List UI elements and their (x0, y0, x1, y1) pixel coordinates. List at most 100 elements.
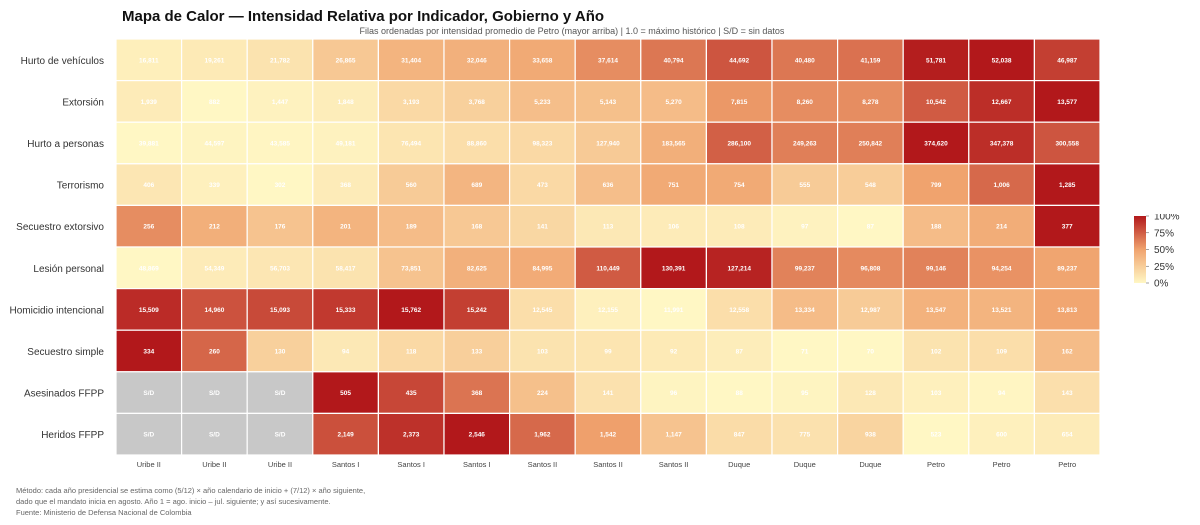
heatmap-cell (640, 79, 707, 123)
heatmap-cell (574, 288, 642, 331)
cell-value-label: 1,006 (993, 182, 1010, 189)
heatmap-cell (246, 204, 314, 248)
cell-value-label: 13,334 (795, 307, 815, 314)
cell-value-label: 103 (931, 390, 942, 397)
legend-tick-label: 100% (1154, 214, 1180, 223)
cell-value-label: 43,585 (270, 141, 290, 148)
source-note: Fuente: Ministerio de Defensa Nacional d… (16, 508, 192, 517)
cell-value-label: 54,349 (204, 265, 224, 272)
cell-value-label: 70 (867, 349, 875, 356)
column-label-government: Duque (859, 460, 881, 469)
cell-value-label: 523 (931, 432, 942, 439)
cell-value-label: 31,404 (401, 57, 421, 64)
heatmap-cell (836, 38, 904, 82)
cell-value-label: 143 (1062, 390, 1073, 397)
heatmap-cell (836, 163, 904, 207)
cell-value-label: 754 (734, 182, 745, 189)
column-label-government: Petro (1058, 460, 1076, 469)
cell-value-label: 560 (406, 182, 417, 189)
cell-value-label: 1,285 (1059, 182, 1076, 189)
color-legend: 100% 75% 50% 25% 0% (1134, 214, 1180, 290)
cell-value-label: 87 (736, 349, 744, 356)
heatmap-cell (377, 288, 445, 331)
heatmap-cell (509, 288, 576, 331)
cell-value-label: 97 (801, 224, 809, 231)
heatmap-cell (509, 38, 576, 82)
heatmap-cell (836, 79, 904, 123)
chart-title: Mapa de Calor — Intensidad Relativa por … (122, 8, 605, 25)
cell-value-label: S/D (143, 432, 154, 439)
column-label-year: Año 3 (1057, 469, 1077, 470)
method-note-line-2: dado que el mandato inicia en agosto. Añ… (16, 497, 331, 506)
heatmap-cell (771, 121, 839, 165)
cell-value-label: 260 (209, 349, 220, 356)
cell-value-label: 94 (342, 349, 350, 356)
heatmap-cell (902, 288, 970, 331)
heatmap-cell (902, 329, 970, 373)
cell-value-label: 41,159 (860, 57, 880, 64)
heatmap-cell (181, 371, 248, 414)
heatmap-cell (312, 38, 379, 82)
heatmap-cell (705, 412, 773, 456)
cell-value-label: 76,494 (401, 141, 421, 148)
heatmap-cell (640, 371, 707, 414)
heatmap-cell (836, 288, 904, 331)
cell-value-label: 214 (996, 224, 1007, 231)
cell-value-label: 95 (801, 390, 809, 397)
cell-value-label: 130 (275, 349, 286, 356)
cell-value-label: 8,278 (862, 99, 879, 106)
cell-value-label: 368 (471, 390, 482, 397)
heatmap-cell (968, 329, 1035, 373)
cell-value-label: 98,323 (532, 141, 552, 148)
cell-value-label: 406 (143, 182, 154, 189)
cell-value-label: 435 (406, 390, 417, 397)
heatmap-cell (771, 38, 839, 82)
column-label-government: Uribe II (268, 460, 292, 469)
heatmap-cell (509, 329, 576, 373)
cell-value-label: 1,542 (600, 432, 617, 439)
cell-value-label: 46,987 (1057, 57, 1077, 64)
cell-value-label: 96,808 (860, 265, 880, 272)
heatmap-cell (968, 163, 1035, 207)
column-label-government: Petro (993, 460, 1011, 469)
cell-value-label: 7,815 (731, 99, 748, 106)
cell-value-label: 44,692 (729, 57, 749, 64)
row-label: Secuestro extorsivo (16, 222, 104, 233)
heatmap-cell (771, 204, 839, 248)
cell-value-label: 108 (734, 224, 745, 231)
cell-value-label: 12,558 (729, 307, 749, 314)
cell-value-label: 21,782 (270, 57, 290, 64)
cell-value-label: 128 (865, 390, 876, 397)
cell-value-label: 189 (406, 224, 417, 231)
heatmap-cell (771, 288, 839, 331)
cell-value-label: 938 (865, 432, 876, 439)
column-label-year: Año 2 (795, 469, 815, 470)
cell-value-label: 106 (668, 224, 679, 231)
cell-value-label: 654 (1062, 432, 1073, 439)
heatmap-cell (377, 163, 445, 207)
cell-value-label: 58,417 (336, 265, 356, 272)
row-label: Hurto a personas (27, 139, 104, 150)
cell-value-label: 89,237 (1057, 265, 1077, 272)
cell-value-label: 133 (471, 349, 482, 356)
row-label: Terrorismo (57, 181, 105, 192)
cell-value-label: 11,991 (664, 307, 684, 314)
cell-value-label: 39,881 (139, 141, 159, 148)
heatmap-cell (246, 329, 314, 373)
cell-value-label: 10,542 (926, 99, 946, 106)
column-label-year: Año 2 (205, 469, 225, 470)
heatmap-cell (115, 288, 183, 331)
cell-value-label: 600 (996, 432, 1007, 439)
heatmap-cell (574, 163, 642, 207)
cell-value-label: 13,547 (926, 307, 946, 314)
cell-value-label: 5,233 (534, 99, 551, 106)
heatmap-cell (836, 329, 904, 373)
heatmap-cell (1033, 371, 1101, 414)
heatmap-cell (443, 204, 511, 248)
heatmap-cell (771, 412, 839, 456)
row-label: Asesinados FFPP (24, 389, 104, 400)
column-label-year: Año 1 (139, 469, 159, 470)
cell-value-label: 847 (734, 432, 745, 439)
cell-value-label: 473 (537, 182, 548, 189)
heatmap-cell (115, 412, 183, 456)
